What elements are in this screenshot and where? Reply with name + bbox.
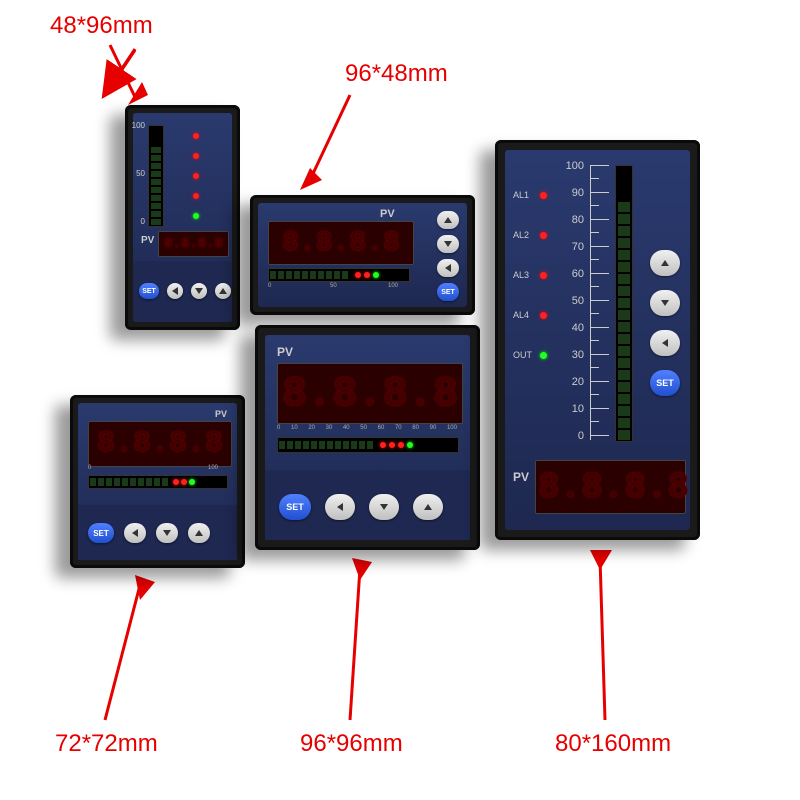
left-button[interactable] bbox=[437, 259, 459, 277]
set-button[interactable]: SET bbox=[279, 494, 311, 520]
bargraph-horizontal bbox=[277, 437, 459, 453]
led-al4 bbox=[540, 312, 547, 319]
led-al2 bbox=[540, 232, 547, 239]
pv-display: 8.8.8.8 bbox=[88, 421, 232, 467]
device-80x160: 100 90 80 70 60 50 40 30 20 10 0 bbox=[495, 140, 700, 540]
led-al3 bbox=[540, 272, 547, 279]
device-48x96: 100 50 0 PV 8.8.8.8 SET bbox=[125, 105, 240, 330]
pv-display: 8.8.8.8 bbox=[158, 231, 229, 257]
down-button[interactable] bbox=[191, 283, 207, 299]
device-96x48: PV 8.8.8.8 0 50 100 SET bbox=[250, 195, 475, 315]
set-button[interactable]: SET bbox=[88, 523, 114, 543]
down-button[interactable] bbox=[437, 235, 459, 253]
size-label-72x72: 72*72mm bbox=[55, 730, 158, 758]
set-button[interactable]: SET bbox=[437, 283, 459, 301]
led-out bbox=[540, 352, 547, 359]
down-button[interactable] bbox=[369, 494, 399, 520]
left-button[interactable] bbox=[124, 523, 146, 543]
left-button[interactable] bbox=[325, 494, 355, 520]
size-label-48x96: 48*96mm bbox=[50, 12, 153, 40]
bargraph-vertical-large bbox=[615, 165, 633, 442]
down-button[interactable] bbox=[650, 290, 680, 316]
pv-display: 8.8.8.8 bbox=[277, 363, 463, 424]
device-96x96: PV 8.8.8.8 0102030405060708090100 SET bbox=[255, 325, 480, 550]
up-button[interactable] bbox=[437, 211, 459, 229]
up-button[interactable] bbox=[650, 250, 680, 276]
bargraph-horizontal bbox=[88, 475, 228, 489]
scale-row: 0102030405060708090100 bbox=[277, 425, 457, 431]
pv-display: 8.8.8.8 bbox=[268, 221, 414, 265]
led-indicator bbox=[193, 173, 199, 179]
led-indicator bbox=[193, 133, 199, 139]
size-label-96x96: 96*96mm bbox=[300, 730, 403, 758]
led-indicator bbox=[193, 213, 199, 219]
set-button[interactable]: SET bbox=[139, 283, 159, 299]
left-button[interactable] bbox=[650, 330, 680, 356]
bargraph-vertical bbox=[148, 125, 164, 227]
pv-display: 8.8.8.8 bbox=[535, 460, 686, 514]
size-label-80x160: 80*160mm bbox=[555, 730, 671, 758]
up-button[interactable] bbox=[215, 283, 231, 299]
bargraph-horizontal bbox=[268, 268, 410, 282]
size-label-96x48: 96*48mm bbox=[345, 60, 448, 88]
up-button[interactable] bbox=[413, 494, 443, 520]
led-indicator bbox=[193, 193, 199, 199]
left-button[interactable] bbox=[167, 283, 183, 299]
led-indicator bbox=[193, 153, 199, 159]
scale-ruler bbox=[590, 165, 616, 440]
down-button[interactable] bbox=[156, 523, 178, 543]
up-button[interactable] bbox=[188, 523, 210, 543]
device-72x72: PV 8.8.8.8 0 100 SET bbox=[70, 395, 245, 568]
led-al1 bbox=[540, 192, 547, 199]
set-button[interactable]: SET bbox=[650, 370, 680, 396]
